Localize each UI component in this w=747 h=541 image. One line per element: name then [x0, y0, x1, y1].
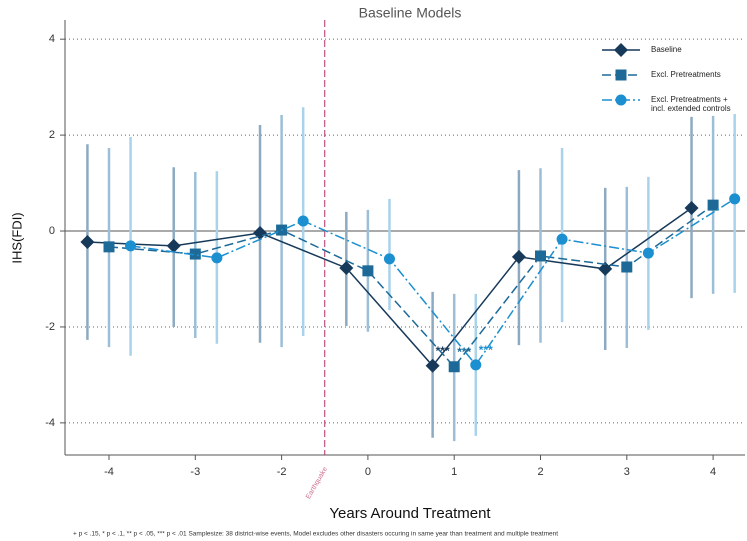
footnote: + p < .15, * p < .1, ** p < .05, *** p <…	[73, 531, 558, 538]
legend-label: Excl. Pretreatments + incl. extended con…	[651, 95, 731, 113]
marker	[211, 252, 223, 264]
marker	[614, 43, 628, 57]
y-tick-label: 4	[49, 33, 55, 45]
significance-label: ***	[479, 343, 493, 357]
marker	[383, 253, 395, 265]
marker	[615, 94, 627, 106]
marker	[125, 240, 137, 252]
marker	[80, 235, 95, 250]
y-tick-label: -4	[45, 417, 55, 429]
series-line	[130, 198, 736, 367]
y-tick-label: 0	[49, 225, 55, 237]
marker	[556, 233, 568, 245]
marker	[707, 199, 719, 211]
series-line	[87, 207, 692, 367]
x-tick-label: -2	[277, 466, 287, 478]
series-line	[108, 204, 714, 368]
y-tick-label: -2	[45, 321, 55, 333]
x-tick-label: 0	[365, 466, 371, 478]
marker	[297, 215, 309, 227]
y-tick-label: 2	[49, 129, 55, 141]
marker	[362, 265, 374, 277]
significance-label: ***	[436, 344, 450, 358]
marker	[103, 241, 115, 253]
marker	[642, 247, 654, 259]
x-axis-label: Years Around Treatment	[329, 505, 491, 522]
x-tick-label: 1	[451, 466, 457, 478]
marker	[448, 361, 460, 373]
x-tick-label: -4	[104, 466, 114, 478]
legend-label: Excl. Pretreatments	[651, 70, 721, 79]
marker	[684, 201, 699, 216]
marker	[166, 238, 181, 253]
marker	[621, 261, 633, 273]
marker	[615, 69, 627, 81]
x-tick-label: 3	[624, 466, 630, 478]
y-axis-label: IHS(FDI)	[9, 212, 24, 263]
marker	[598, 261, 613, 276]
x-tick-label: -3	[190, 466, 200, 478]
marker	[339, 260, 354, 275]
marker	[189, 248, 201, 260]
marker	[470, 359, 482, 371]
reference-label: Earthquake	[305, 466, 329, 501]
marker	[729, 193, 741, 205]
x-tick-label: 4	[710, 466, 716, 478]
chart-title: Baseline Models	[359, 5, 462, 21]
x-tick-label: 2	[537, 466, 543, 478]
legend-label: Baseline	[651, 45, 682, 54]
marker	[425, 358, 440, 373]
marker	[511, 249, 526, 264]
marker	[535, 250, 546, 262]
